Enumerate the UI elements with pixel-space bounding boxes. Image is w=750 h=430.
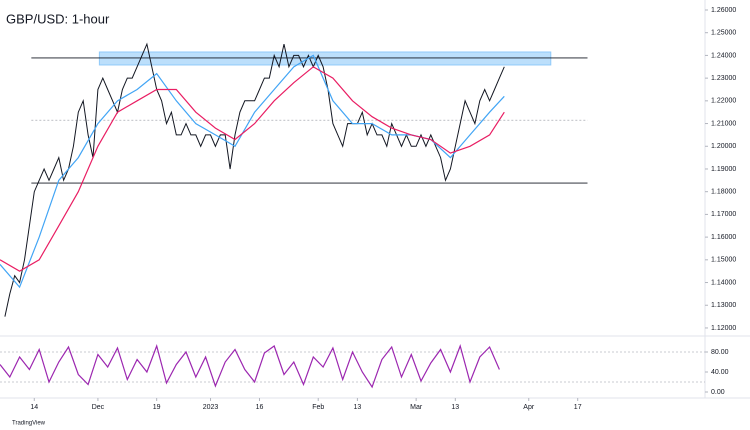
y-tick-label: 1.16000 [711,234,736,241]
x-tick-label: Apr [523,404,535,411]
x-tick-label: 17 [574,404,582,411]
y-tick-label: 1.18000 [711,189,736,196]
chart-title: GBP/USD: 1-hour [6,11,110,26]
y-tick-label: 1.14000 [711,279,736,286]
series-line [0,344,500,389]
x-tick-label: 16 [256,404,264,411]
y-tick-label: 1.13000 [711,302,736,309]
y-tick-label: 1.22000 [711,98,736,105]
footer-logo: TradingView [12,421,46,427]
y-tick-label: 1.12000 [711,325,736,332]
series-line [0,66,505,272]
y-tick-label: 1.19000 [711,166,736,173]
y-tick-label: 1.20000 [711,143,736,150]
x-tick-label: Dec [92,404,105,411]
x-tick-label: 2023 [203,404,219,411]
x-tick-label: Feb [312,404,324,411]
y-tick-label: 1.21000 [711,120,736,127]
y-tick-label: 1.15000 [711,257,736,264]
x-tick-label: 13 [451,404,459,411]
y-tick-label: 1.17000 [711,211,736,218]
x-tick-label: 19 [153,404,161,411]
x-tick-label: 13 [353,404,361,411]
y-tick-label: 1.24000 [711,52,736,59]
x-tick-label: 14 [30,404,38,411]
y-tick-label: 1.26000 [711,7,736,14]
y-tick-label: 1.23000 [711,75,736,82]
y-tick-label: 40.00 [711,369,729,376]
y-tick-label: 0.00 [711,389,725,396]
y-tick-label: 1.25000 [711,30,736,37]
y-tick-label: 80.00 [711,349,729,356]
series-line [4,42,505,317]
x-tick-label: Mar [410,404,423,411]
resistance-zone [98,51,552,66]
